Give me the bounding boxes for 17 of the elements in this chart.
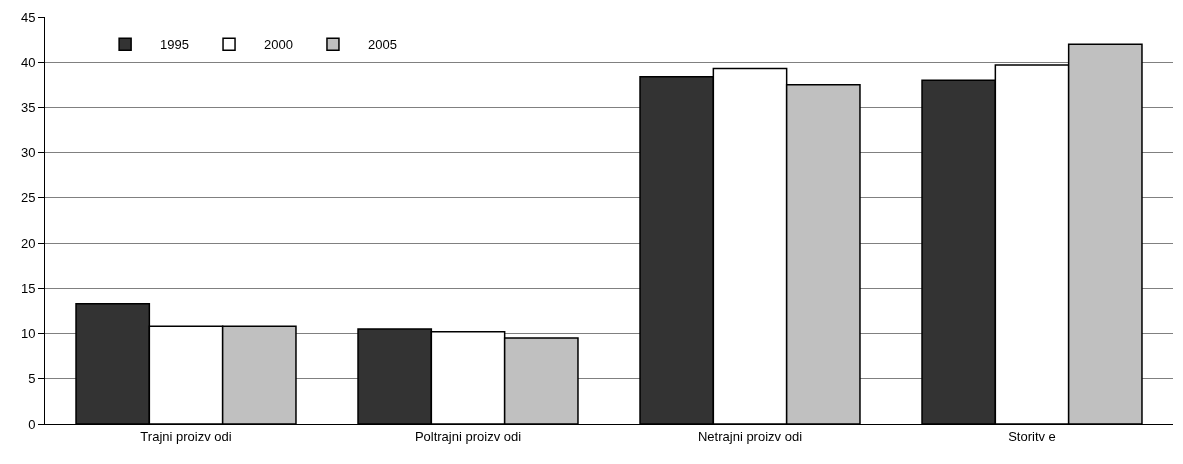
y-tick-label: 25 (20, 190, 36, 206)
y-tick-label: 30 (20, 145, 36, 161)
x-tick-label: Netrajni proizv odi (697, 428, 803, 444)
legend-label: 2000 (264, 37, 293, 53)
y-tick-label: 10 (20, 326, 36, 342)
x-tick-label: Storitv e (1008, 428, 1056, 444)
y-tick-label: 15 (20, 280, 36, 296)
y-tick-label: 5 (28, 371, 36, 387)
legend-label: 2005 (367, 37, 397, 53)
y-tick-label: 35 (20, 99, 36, 115)
y-tick-label: 0 (28, 416, 36, 432)
y-tick-label: 20 (20, 235, 36, 251)
y-tick-label: 40 (20, 54, 36, 70)
x-tick-label: Trajni proizv odi (140, 428, 232, 444)
x-tick-label: Poltrajni proizv odi (414, 428, 522, 444)
legend-label: 1995 (160, 37, 190, 53)
y-tick-label: 45 (20, 9, 36, 25)
